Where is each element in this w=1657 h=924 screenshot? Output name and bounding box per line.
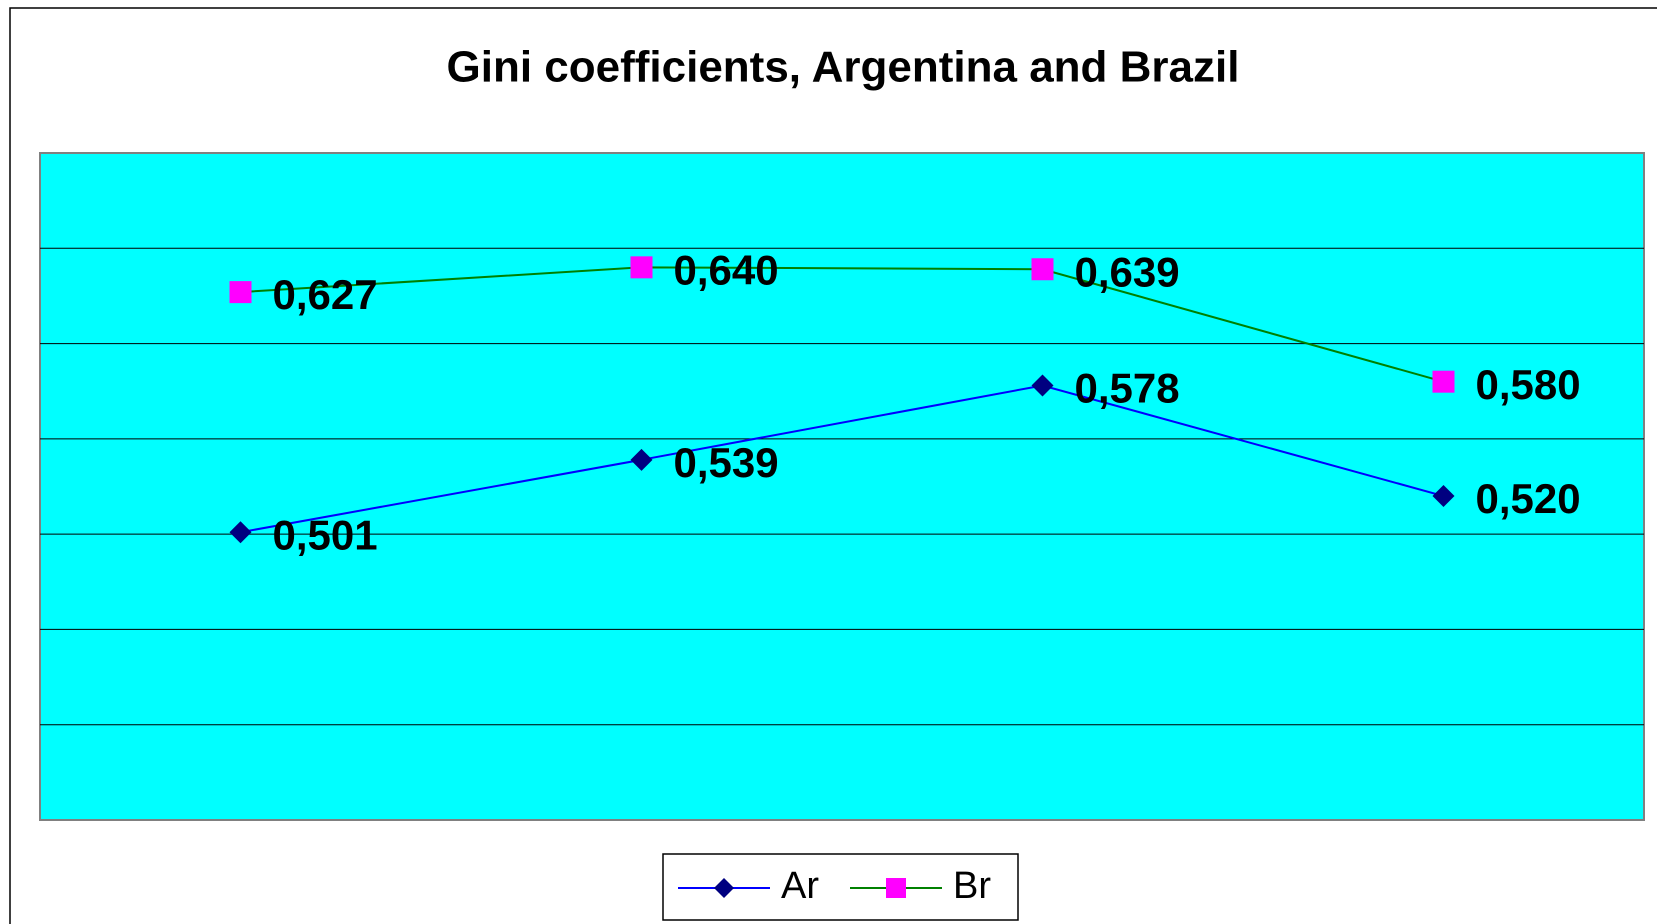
series-line (240, 384, 1444, 534)
series-line (240, 266, 1444, 383)
data-label: 0,501 (273, 511, 378, 558)
data-point (229, 521, 252, 544)
legend-label: Ar (781, 865, 819, 907)
data-label: 0,639 (1075, 248, 1180, 295)
data-label: 0,580 (1476, 361, 1581, 408)
data-point (229, 281, 252, 304)
data-label: 0,520 (1476, 475, 1581, 522)
data-point (630, 256, 653, 279)
data-point (1432, 370, 1455, 393)
plot-area (39, 152, 1645, 821)
data-label: 0,627 (273, 271, 378, 318)
data-point (1031, 374, 1054, 397)
data-label: 0,539 (674, 439, 779, 486)
chart-title: Gini coefficients, Argentina and Brazil (447, 43, 1240, 92)
legend-marker (886, 878, 906, 898)
legend-marker (714, 878, 734, 898)
legend-label: Br (953, 865, 991, 907)
data-label: 0,640 (674, 246, 779, 293)
data-point (1031, 258, 1054, 281)
data-label: 0,578 (1075, 365, 1180, 412)
data-point (630, 448, 653, 471)
data-point (1432, 485, 1455, 508)
